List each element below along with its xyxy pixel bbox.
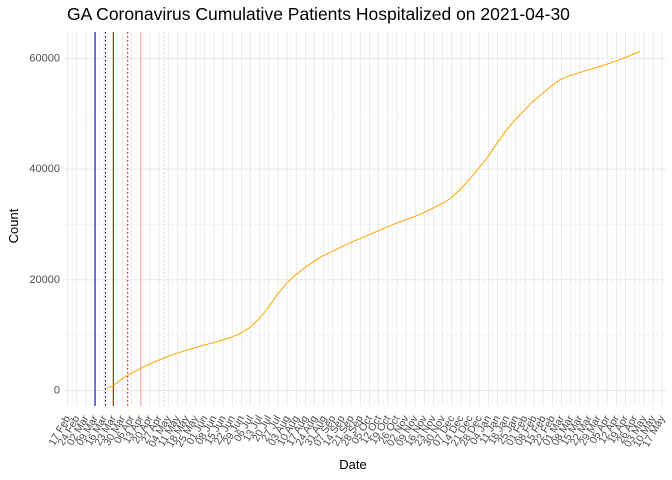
y-tick-label: 20000 — [29, 274, 60, 286]
y-tick-label: 40000 — [29, 163, 60, 175]
x-axis-title: Date — [339, 457, 366, 472]
chart-title: GA Coronavirus Cumulative Patients Hospi… — [67, 4, 570, 24]
y-axis-title: Count — [6, 208, 21, 243]
series-layer — [106, 50, 641, 389]
y-tick-label: 60000 — [29, 52, 60, 64]
reference-lines — [94, 32, 165, 406]
series-line — [106, 50, 641, 389]
grid-major — [65, 32, 666, 406]
y-tick-labels: 0 20000 40000 60000 — [29, 52, 60, 396]
grid-minor — [65, 32, 666, 406]
y-tick-label: 0 — [54, 384, 60, 396]
